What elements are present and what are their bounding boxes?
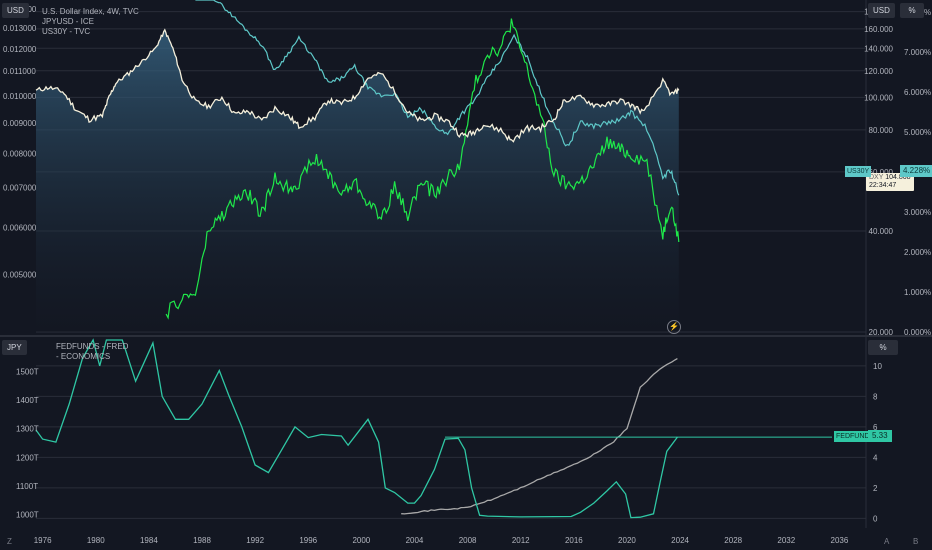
- upper-left-tick-label: 0.010000: [3, 92, 37, 101]
- lower-right-tick-label: 8: [873, 392, 878, 401]
- lightning-icon[interactable]: ⚡: [667, 320, 681, 334]
- time-axis: 1976 1980 1984 1988 1992 1996 2000 2004 2008 2012…: [34, 536, 849, 545]
- jpy-left-unit-button[interactable]: JPY: [2, 340, 27, 355]
- lower-series: [35, 338, 832, 519]
- lower-left-tick-label: 1300T: [16, 425, 39, 434]
- upper-left-tick-label: 0.012000: [3, 45, 37, 54]
- time-axis-tick-label: 2008: [459, 536, 477, 545]
- upper-right-percent-tick-label: 0.000%: [904, 328, 931, 337]
- upper-left-tick-label: 0.007000: [3, 184, 37, 193]
- upper-left-axis: 0.005000 0.006000 0.007000 0.008000 0.009000…: [3, 5, 37, 279]
- percent-right-unit-button[interactable]: %: [900, 3, 924, 18]
- upper-right-usd-tick-label: 160.000: [864, 25, 893, 34]
- time-axis-tick-label: 2036: [831, 536, 849, 545]
- lower-legend: FEDFUNDS - FRED - ECONOMICS: [56, 342, 128, 362]
- upper-right-usd-tick-label: 80.000: [869, 126, 894, 135]
- lower-right-tick-label: 2: [873, 484, 878, 493]
- fedfunds-badge-value: 5.33: [872, 431, 888, 440]
- time-axis-tick-label: 2024: [671, 536, 689, 545]
- lower-left-tick-label: 1500T: [16, 367, 39, 376]
- upper-right-usd-tick-label: 40.000: [869, 227, 894, 236]
- fedfunds-series-line: [35, 338, 678, 519]
- legend-jpyusd[interactable]: JPYUSD - ICE: [42, 17, 95, 26]
- lower-right-axis: 0 2 4 6 8 10: [873, 362, 882, 523]
- upper-right-usd-tick-label: 100.000: [864, 93, 893, 102]
- legend-us30y[interactable]: US30Y - TVC: [42, 27, 91, 36]
- upper-legend: U.S. Dollar Index, 4W, TVC JPYUSD - ICE …: [42, 7, 139, 37]
- upper-left-tick-label: 0.013000: [3, 24, 37, 33]
- us30y-badge-name: US30Y: [847, 168, 870, 175]
- fedfunds-price-badge: FEDFUNDS: [834, 431, 877, 442]
- upper-left-tick-label: 0.005000: [3, 270, 37, 279]
- lower-right-tick-label: 4: [873, 453, 878, 462]
- upper-right-usd-tick-label: 60.000: [869, 168, 894, 177]
- upper-left-tick-label: 0.009000: [3, 119, 37, 128]
- lower-left-tick-label: 1200T: [16, 453, 39, 462]
- upper-right-percent-tick-label: 7.000%: [904, 48, 931, 57]
- fedfunds-badge-name: FEDFUNDS: [836, 433, 875, 440]
- lower-pane-gridlines: [36, 365, 866, 519]
- lower-right-tick-label: 6: [873, 423, 878, 432]
- time-axis-tick-label: 2004: [406, 536, 424, 545]
- upper-series: [35, 0, 680, 333]
- lower-right-tick-label: 0: [873, 514, 878, 523]
- dxy-series-line: [35, 28, 680, 143]
- time-axis-tick-label: 1996: [299, 536, 317, 545]
- dxy-badge-value: 104.868: [885, 174, 911, 181]
- usd-left-unit-button[interactable]: USD: [2, 3, 29, 18]
- zoom-button[interactable]: Z: [7, 537, 12, 546]
- dxy-badge-time: 22:34:47: [869, 182, 897, 189]
- lower-left-tick-label: 1000T: [16, 511, 39, 520]
- time-axis-tick-label: 1976: [34, 536, 52, 545]
- time-axis-tick-label: 1980: [87, 536, 105, 545]
- time-axis-tick-label: 2012: [512, 536, 530, 545]
- time-axis-tick-label: 2032: [777, 536, 795, 545]
- upper-left-tick-label: 0.008000: [3, 149, 37, 158]
- dxy-badge-name: DXY: [869, 174, 884, 181]
- time-axis-tick-label: 1988: [193, 536, 211, 545]
- lower-left-tick-label: 1400T: [16, 396, 39, 405]
- upper-right-percent-tick-label: 2.000%: [904, 248, 931, 257]
- time-axis-tick-label: 2000: [352, 536, 370, 545]
- us30y-value-badge: 4.228%: [900, 165, 932, 177]
- auto-scale-button[interactable]: A: [884, 537, 890, 546]
- upper-right-percent-tick-label: 5.000%: [904, 128, 931, 137]
- upper-left-tick-label: 0.006000: [3, 223, 37, 232]
- time-axis-tick-label: 1992: [246, 536, 264, 545]
- us30y-badge-value: 4.228%: [903, 166, 931, 175]
- upper-right-percent-tick-label: 3.000%: [904, 208, 931, 217]
- upper-left-tick-label: 0.011000: [3, 67, 36, 76]
- upper-right-usd-tick-label: 140.000: [864, 44, 893, 53]
- upper-right-percent-tick-label: 6.000%: [904, 88, 931, 97]
- dxy-price-badge: DXY 104.868 22:34:47: [866, 173, 914, 191]
- time-axis-tick-label: 2028: [724, 536, 742, 545]
- us30y-price-badge: US30Y: [845, 166, 872, 177]
- percent-lower-unit-button[interactable]: %: [868, 340, 898, 355]
- jpyusd-series-line: [195, 0, 680, 196]
- debt-series-line: [401, 358, 678, 515]
- lower-left-axis: 1000T 1100T 1200T 1300T 1400T 1500T: [16, 367, 39, 519]
- fedfunds-value-badge: 5.33: [868, 430, 892, 442]
- usd-right-unit-button[interactable]: USD: [868, 3, 895, 18]
- legend-dxy[interactable]: U.S. Dollar Index, 4W, TVC: [42, 7, 139, 16]
- upper-right-percent-tick-label: 1.000%: [904, 288, 931, 297]
- legend-economics[interactable]: - ECONOMICS: [56, 352, 111, 361]
- upper-right-usd-tick-label: 20.000: [869, 328, 894, 337]
- time-axis-tick-label: 2016: [565, 536, 583, 545]
- upper-right-usd-tick-label: 120.000: [864, 67, 893, 76]
- log-scale-button[interactable]: B: [913, 537, 919, 546]
- dxy-area-fill: [36, 29, 679, 333]
- lower-right-tick-label: 10: [873, 362, 882, 371]
- us30y-series-line: [165, 18, 680, 320]
- legend-fedfunds[interactable]: FEDFUNDS - FRED: [56, 342, 129, 351]
- time-axis-tick-label: 1984: [140, 536, 158, 545]
- time-axis-tick-label: 2020: [618, 536, 636, 545]
- lower-left-tick-label: 1100T: [16, 482, 38, 491]
